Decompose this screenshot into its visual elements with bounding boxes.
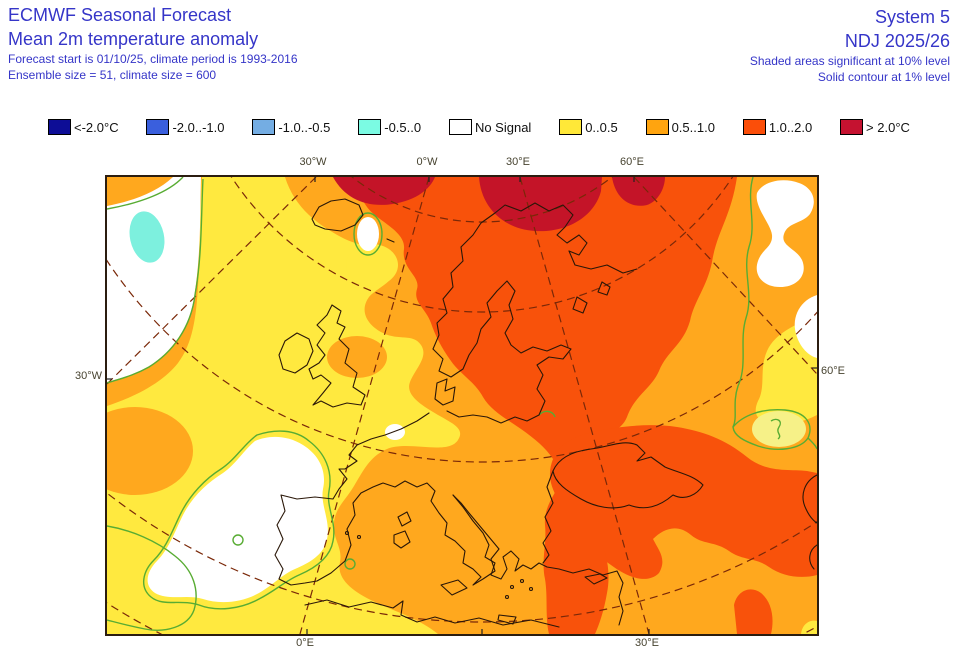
legend-swatch-05-1 [645, 119, 669, 135]
legend-swatch-above-2 [840, 119, 864, 135]
significance-contour [107, 177, 817, 631]
axis-label-right-60e: 60°E [821, 365, 845, 377]
page-title: ECMWF Seasonal Forecast [8, 5, 232, 25]
legend-swatch-minus2-minus1 [146, 119, 170, 135]
legend-label: -1.0..-0.5 [278, 119, 331, 135]
coastlines [274, 198, 817, 628]
legend-label: No Signal [474, 119, 532, 135]
legend-item: <-2.0°C [48, 119, 119, 135]
ensemble-size-note: Ensemble size = 51, climate size = 600 [8, 68, 217, 82]
shade-region-red-orange [352, 177, 817, 634]
legend-swatch-no-signal [448, 119, 472, 135]
axis-ticks [107, 177, 817, 634]
legend-item: -2.0..-1.0 [146, 119, 224, 135]
legend-label: > 2.0°C [866, 119, 910, 135]
axis-label-left-30w: 30°W [74, 370, 102, 382]
map-canvas [107, 177, 817, 634]
shade-region-pale-yellow [752, 411, 806, 447]
legend-item: No Signal [448, 119, 532, 135]
legend-label: 1.0..2.0 [768, 119, 813, 135]
axis-label-top-0w: 0°W [416, 156, 438, 168]
shade-region-cyan [129, 211, 165, 263]
legend-swatch-0-05 [559, 119, 583, 135]
axis-label-top-30e: 30°E [506, 156, 530, 168]
axis-label-top-60e: 60°E [620, 156, 644, 168]
legend-item: 1.0..2.0 [742, 119, 813, 135]
header-left: ECMWF Seasonal Forecast Mean 2m temperat… [8, 4, 298, 83]
axis-label-bottom-0e: 0°E [296, 637, 314, 649]
legend-item: 0..0.5 [559, 119, 618, 135]
significance-note: Shaded areas significant at 10% level [749, 54, 950, 68]
legend-swatch-minus05-0 [358, 119, 382, 135]
axis-label-top-30w: 30°W [299, 156, 327, 168]
legend-item: > 2.0°C [840, 119, 910, 135]
shade-region-orange-overlay [107, 177, 387, 495]
axis-label-bottom-30e: 30°E [635, 637, 659, 649]
legend-label: <-2.0°C [74, 119, 119, 135]
legend-item: 0.5..1.0 [645, 119, 715, 135]
legend-item: -0.5..0 [358, 119, 421, 135]
legend-label: 0.5..1.0 [671, 119, 715, 135]
legend-label: -2.0..-1.0 [172, 119, 225, 135]
legend-item: -1.0..-0.5 [252, 119, 330, 135]
forecast-period: NDJ 2025/26 [844, 31, 950, 51]
europe-anomaly-map [105, 175, 819, 636]
forecast-start-note: Forecast start is 01/10/25, climate peri… [8, 52, 298, 66]
legend-label: -0.5..0 [384, 119, 422, 135]
legend-label: 0..0.5 [585, 119, 618, 135]
legend-swatch-minus1-minus05 [252, 119, 276, 135]
system-label: System 5 [874, 7, 950, 27]
page-subtitle: Mean 2m temperature anomaly [8, 29, 259, 49]
color-legend: <-2.0°C -2.0..-1.0 -1.0..-0.5 -0.5..0 No… [48, 119, 910, 135]
legend-swatch-below-minus2 [48, 119, 71, 135]
legend-swatch-1-2 [742, 119, 766, 135]
contour-note: Solid contour at 1% level [817, 70, 950, 84]
header-right: System 5 NDJ 2025/26 Shaded areas signif… [750, 5, 950, 85]
